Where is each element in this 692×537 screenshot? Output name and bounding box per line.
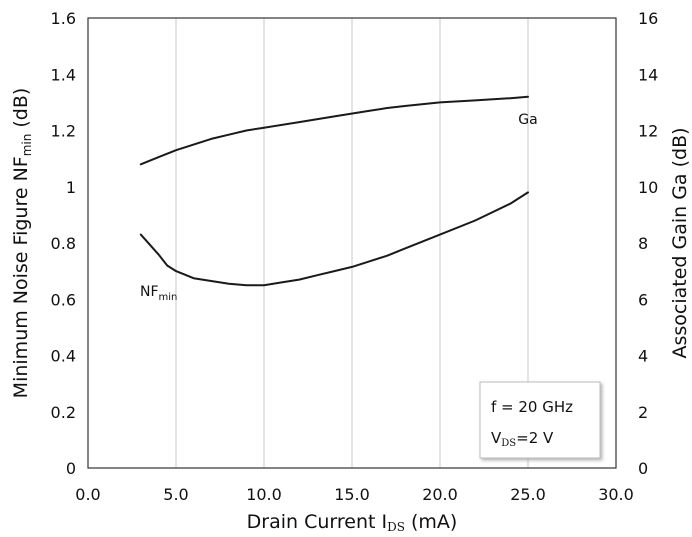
- series-label-nfmin: NFmin: [140, 284, 177, 303]
- left-tick-1.6: 1.6: [51, 9, 76, 28]
- condition-frequency: f = 20 GHz: [491, 398, 573, 416]
- left-tick-0: 0: [66, 459, 76, 478]
- x-tick-5.0: 5.0: [163, 485, 188, 504]
- nfmin-series-line: [139, 191, 529, 287]
- right-tick-10: 10: [638, 178, 658, 197]
- right-tick-4: 4: [638, 347, 648, 366]
- right-tick-2: 2: [638, 403, 648, 422]
- series-label-ga: Ga: [518, 112, 537, 128]
- left-tick-0.2: 0.2: [51, 403, 76, 422]
- left-tick-1: 1: [66, 178, 76, 197]
- x-tick-15.0: 15.0: [334, 485, 370, 504]
- x-tick-10.0: 10.0: [246, 485, 282, 504]
- x-tick-30.0: 30.0: [598, 485, 634, 504]
- grid-lines: [175, 18, 529, 468]
- right-tick-6: 6: [638, 290, 648, 309]
- y2-axis-title: Associated Gain Ga (dB): [669, 127, 691, 358]
- right-tick-8: 8: [638, 234, 648, 253]
- y-axis-title: Minimum Noise Figure NFmin (dB): [10, 88, 34, 399]
- left-tick-0.8: 0.8: [51, 234, 76, 253]
- left-tick-0.4: 0.4: [51, 347, 76, 366]
- x-tick-0.0: 0.0: [75, 485, 100, 504]
- left-tick-1.2: 1.2: [51, 122, 76, 141]
- right-tick-16: 16: [638, 9, 658, 28]
- x-tick-20.0: 20.0: [422, 485, 458, 504]
- x-axis-title: Drain Current IDS (mA): [247, 511, 458, 534]
- condition-vds: VDS=2 V: [491, 429, 554, 449]
- plot-frame: [87, 17, 617, 469]
- x-tick-labels: 0.0 5.0 10.0 15.0 20.0 25.0 30.0: [75, 485, 634, 504]
- right-tick-14: 14: [638, 65, 658, 84]
- right-tick-0: 0: [638, 459, 648, 478]
- x-tick-25.0: 25.0: [510, 485, 546, 504]
- right-tick-12: 12: [638, 122, 658, 141]
- condition-box: f = 20 GHz VDS=2 V: [479, 381, 601, 459]
- ga-series-line: [139, 95, 529, 166]
- series-layer: [139, 95, 529, 287]
- right-tick-labels: 0 2 4 6 8 10 12 14 16: [638, 9, 658, 478]
- left-tick-0.6: 0.6: [51, 290, 76, 309]
- left-tick-1.4: 1.4: [51, 65, 76, 84]
- left-tick-labels: 0 0.2 0.4 0.6 0.8 1 1.2 1.4 1.6: [51, 9, 76, 478]
